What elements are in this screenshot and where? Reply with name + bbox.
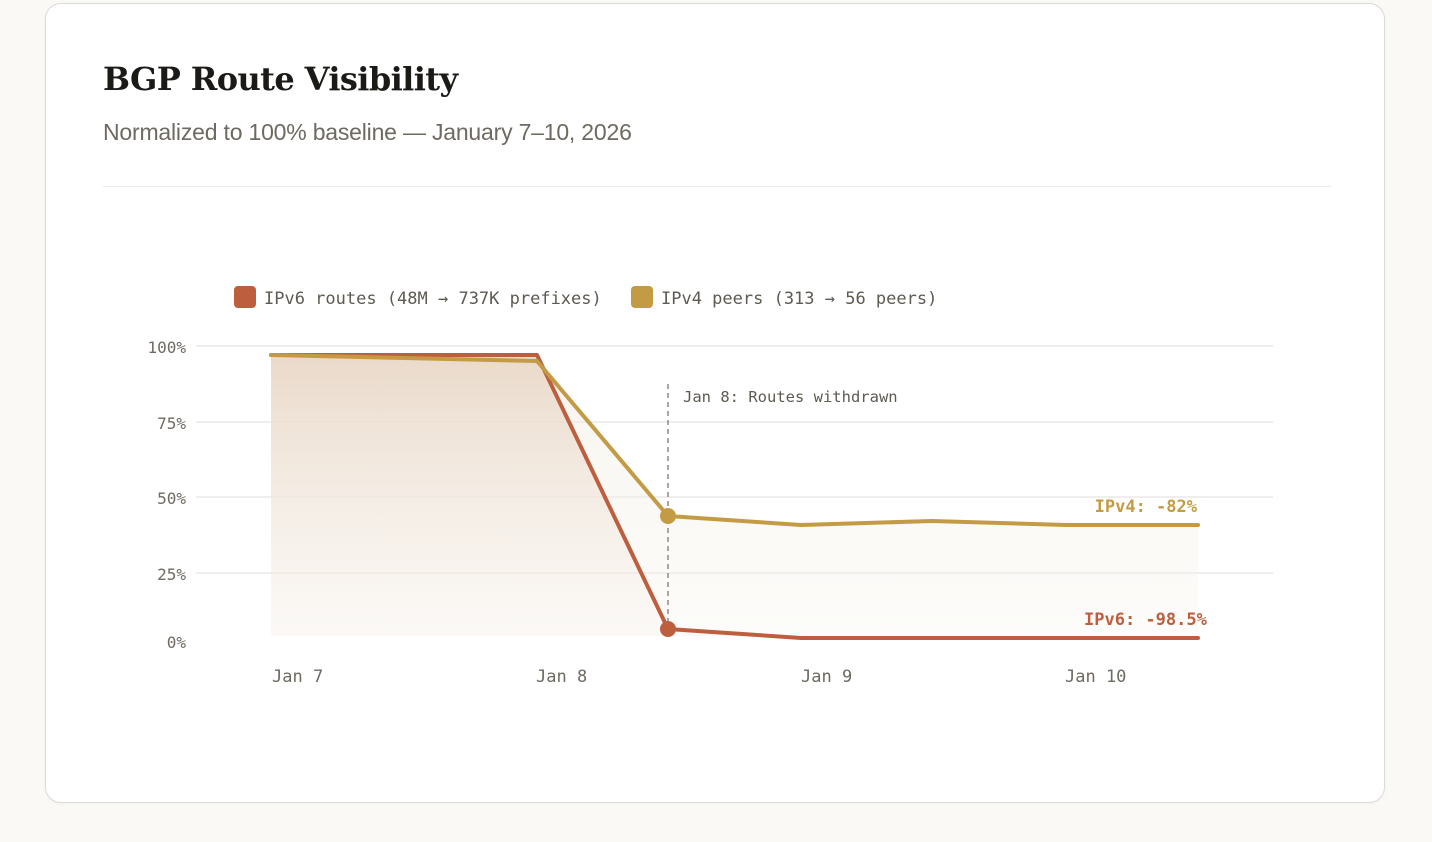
- ipv6-area-fill: [271, 355, 1198, 638]
- x-tick-jan10: Jan 10: [1065, 667, 1126, 687]
- ipv6-swatch-icon: [234, 286, 256, 308]
- legend-item-ipv4[interactable]: IPv4 peers (313 → 56 peers): [631, 286, 937, 309]
- x-tick-jan9: Jan 9: [801, 667, 852, 687]
- ipv6-event-point[interactable]: [660, 621, 676, 637]
- x-axis: Jan 7 Jan 8 Jan 9 Jan 10: [272, 667, 1126, 687]
- legend: IPv6 routes (48M → 737K prefixes) IPv4 p…: [234, 286, 937, 309]
- event-annotation-label: Jan 8: Routes withdrawn: [683, 388, 898, 406]
- y-tick-100: 100%: [147, 338, 186, 357]
- ipv4-line[interactable]: [269, 353, 1200, 527]
- header-divider: [103, 186, 1331, 187]
- ipv6-end-label: IPv6: -98.5%: [1084, 610, 1208, 630]
- y-tick-25: 25%: [157, 565, 186, 584]
- legend-label-ipv4: IPv4 peers (313 → 56 peers): [661, 289, 937, 309]
- x-tick-jan8: Jan 8: [536, 667, 587, 687]
- legend-label-ipv6: IPv6 routes (48M → 737K prefixes): [264, 289, 602, 309]
- chart-subtitle: Normalized to 100% baseline — January 7–…: [103, 119, 632, 145]
- ipv6-line[interactable]: [269, 353, 1200, 640]
- y-tick-0: 0%: [167, 633, 187, 652]
- x-tick-jan7: Jan 7: [272, 667, 323, 687]
- legend-item-ipv6[interactable]: IPv6 routes (48M → 737K prefixes): [234, 286, 602, 309]
- y-axis: 100% 75% 50% 25% 0%: [147, 338, 186, 652]
- y-tick-50: 50%: [157, 489, 186, 508]
- ipv4-end-label: IPv4: -82%: [1095, 497, 1198, 517]
- y-tick-75: 75%: [157, 414, 186, 433]
- chart-title: BGP Route Visibility: [103, 60, 458, 98]
- ipv4-swatch-icon: [631, 286, 653, 308]
- chart-card: BGP Route Visibility Normalized to 100% …: [45, 3, 1385, 803]
- ipv4-event-point[interactable]: [660, 508, 676, 524]
